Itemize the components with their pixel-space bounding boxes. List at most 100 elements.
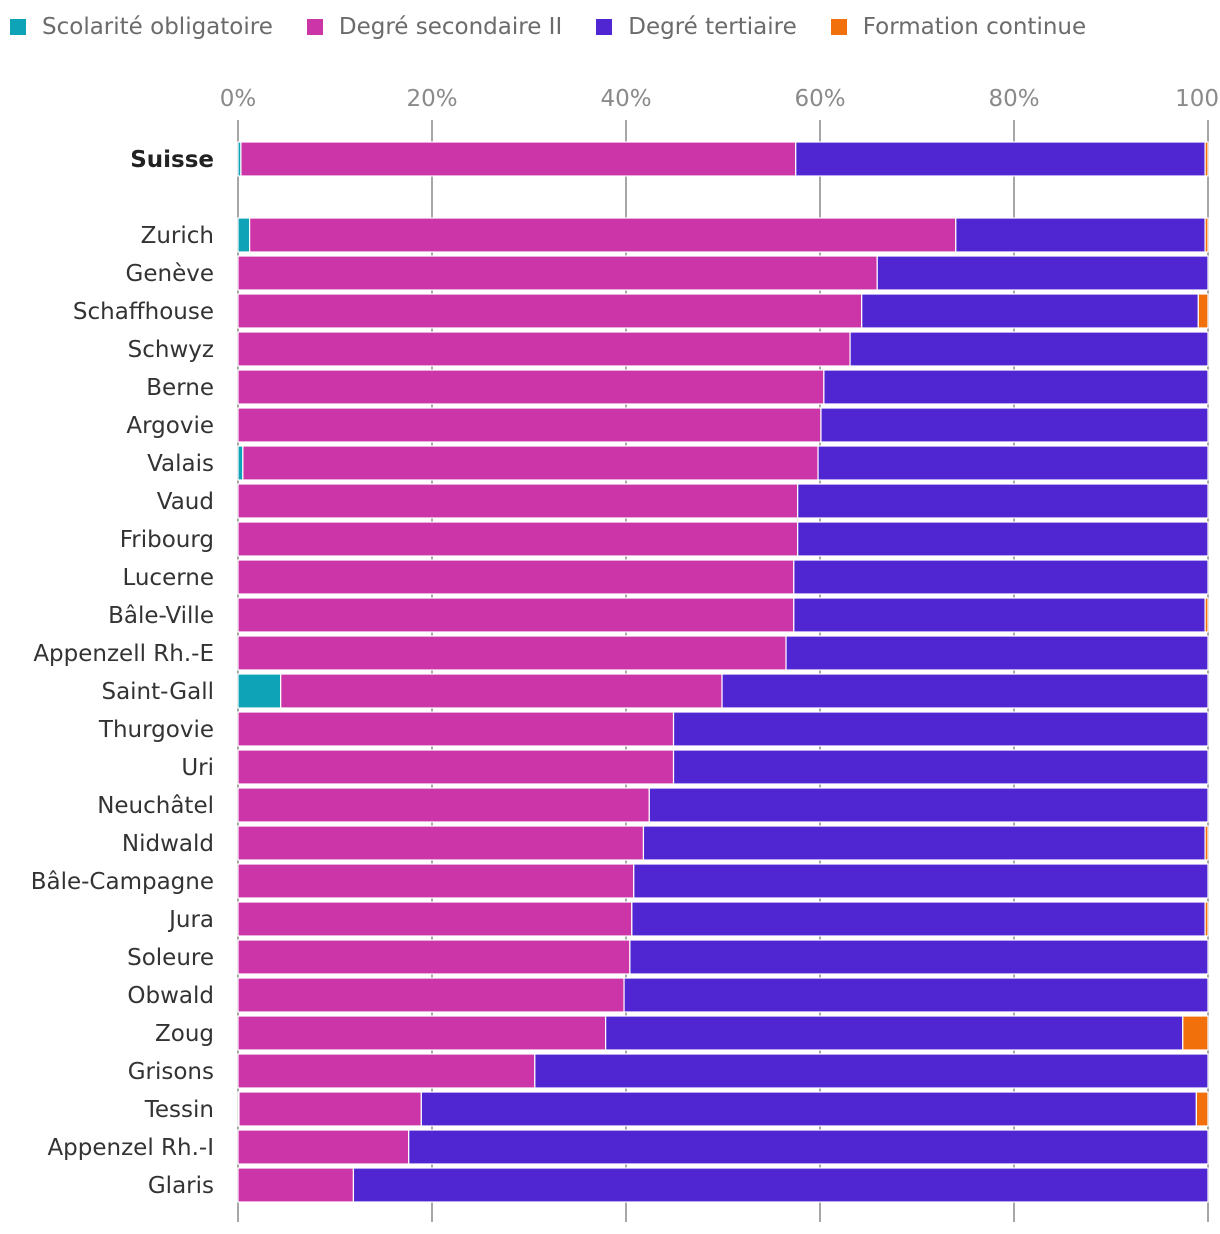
category-label-schaffhouse: Schaffhouse <box>73 299 214 325</box>
bar-segment-geneve-degre-secondaire-ii <box>237 255 878 291</box>
bar-segment-tessin-formation-continue <box>1195 1091 1209 1127</box>
bar-segment-tessin-degre-secondaire-ii <box>238 1091 422 1127</box>
bar-segment-fribourg-degre-tertiaire <box>797 521 1209 557</box>
bar-segment-valais-scolarite-obligatoire <box>237 445 244 481</box>
category-label-neuchatel: Neuchâtel <box>97 793 214 819</box>
category-labels: Suisse Zurich Genève Schaffhouse Schwyz Berne… <box>31 147 214 1199</box>
bar-segment-jura-degre-secondaire-ii <box>237 901 633 937</box>
category-label-fribourg: Fribourg <box>120 527 214 553</box>
bar-segment-berne-degre-tertiaire <box>823 369 1209 405</box>
bar-segment-schwyz-degre-tertiaire <box>849 331 1209 367</box>
bar-segment-valais-degre-secondaire-ii <box>242 445 819 481</box>
bar-segment-lucerne-degre-tertiaire <box>793 559 1209 595</box>
category-label-suisse: Suisse <box>130 147 214 173</box>
category-label-appenzell-rh-e: Appenzell Rh.-E <box>33 641 214 667</box>
legend-item-tertiaire[interactable]: Degré tertiaire <box>596 14 797 40</box>
legend-item-scolarite[interactable]: Scolarité obligatoire <box>10 14 273 40</box>
bar-segment-soleure-degre-tertiaire <box>629 939 1209 975</box>
bar-segment-nidwald-degre-tertiaire <box>642 825 1206 861</box>
bar-segment-argovie-degre-tertiaire <box>820 407 1209 443</box>
x-tick-label-60: 60% <box>794 86 845 112</box>
bar-segment-schaffhouse-degre-secondaire-ii <box>237 293 863 329</box>
bar-segment-bale-ville-formation-continue <box>1204 597 1209 633</box>
bar-segment-neuchatel-degre-tertiaire <box>648 787 1209 823</box>
bar-segment-saint-gall-scolarite-obligatoire <box>237 673 282 709</box>
x-tick-label-20: 20% <box>406 86 457 112</box>
bar-segment-jura-degre-tertiaire <box>631 901 1206 937</box>
bar-segment-appenzell-rh-e-degre-tertiaire <box>785 635 1209 671</box>
bar-segment-zoug-degre-tertiaire <box>605 1015 1184 1051</box>
bar-segment-vaud-degre-tertiaire <box>797 483 1209 519</box>
category-label-grisons: Grisons <box>128 1059 214 1085</box>
bar-segment-bale-campagne-degre-tertiaire <box>633 863 1209 899</box>
legend-label-scolarite: Scolarité obligatoire <box>42 14 273 40</box>
bar-segment-zoug-formation-continue <box>1182 1015 1209 1051</box>
legend-swatch-scolarite <box>10 19 26 35</box>
bar-segment-vaud-degre-secondaire-ii <box>237 483 799 519</box>
category-label-zurich: Zurich <box>141 223 214 249</box>
bar-segment-neuchatel-degre-secondaire-ii <box>237 787 650 823</box>
x-tick-label-0: 0% <box>220 86 257 112</box>
legend-label-formation-continue: Formation continue <box>862 14 1087 40</box>
bar-segment-bale-campagne-degre-secondaire-ii <box>237 863 635 899</box>
legend-item-formation-continue[interactable]: Formation continue <box>830 14 1087 40</box>
bar-segment-jura-formation-continue <box>1204 901 1209 937</box>
bar-segment-obwald-degre-secondaire-ii <box>237 977 625 1013</box>
bar-segment-tessin-degre-tertiaire <box>420 1091 1197 1127</box>
bar-segment-saint-gall-degre-tertiaire <box>721 673 1209 709</box>
bar-segment-appenzel-rh-i-degre-tertiaire <box>408 1129 1209 1165</box>
x-axis-ticks: 0% 20% 40% 60% 80% 100% <box>220 86 1220 112</box>
bar-segment-soleure-degre-secondaire-ii <box>237 939 631 975</box>
bar-segment-schaffhouse-degre-tertiaire <box>861 293 1199 329</box>
bar-segment-zurich-scolarite-obligatoire <box>237 217 251 253</box>
category-label-uri: Uri <box>181 755 214 781</box>
bar-segment-zoug-degre-secondaire-ii <box>237 1015 607 1051</box>
bar-segment-nidwald-degre-secondaire-ii <box>237 825 645 861</box>
bar-segment-appenzell-rh-e-degre-secondaire-ii <box>237 635 787 671</box>
legend-item-secondaire[interactable]: Degré secondaire II <box>306 14 563 40</box>
x-tick-label-100: 100% <box>1175 86 1220 112</box>
bar-segment-uri-degre-secondaire-ii <box>237 749 675 785</box>
category-label-geneve: Genève <box>126 261 214 287</box>
category-label-argovie: Argovie <box>126 413 214 439</box>
category-label-tessin: Tessin <box>144 1097 214 1123</box>
category-label-schwyz: Schwyz <box>128 337 214 363</box>
legend-swatch-formation-continue <box>830 19 847 35</box>
category-label-valais: Valais <box>147 451 214 477</box>
category-label-glaris: Glaris <box>148 1173 214 1199</box>
bar-segment-thurgovie-degre-tertiaire <box>672 711 1209 747</box>
bar-segment-obwald-degre-tertiaire <box>623 977 1209 1013</box>
bar-segment-suisse-degre-secondaire-ii <box>240 141 797 177</box>
bar-segment-grisons-degre-tertiaire <box>534 1053 1209 1089</box>
bar-segment-schwyz-degre-secondaire-ii <box>237 331 851 367</box>
category-label-zoug: Zoug <box>155 1021 214 1047</box>
category-label-thurgovie: Thurgovie <box>98 717 214 743</box>
bar-segment-suisse-degre-tertiaire <box>795 141 1206 177</box>
category-label-nidwald: Nidwald <box>122 831 214 857</box>
bar-segment-appenzel-rh-i-degre-secondaire-ii <box>237 1129 410 1165</box>
x-tick-label-80: 80% <box>988 86 1039 112</box>
category-label-lucerne: Lucerne <box>122 565 214 591</box>
bar-segment-argovie-degre-secondaire-ii <box>237 407 822 443</box>
category-label-berne: Berne <box>146 375 214 401</box>
bar-segment-bale-ville-degre-tertiaire <box>793 597 1206 633</box>
bar-segment-grisons-degre-secondaire-ii <box>237 1053 536 1089</box>
legend-label-tertiaire: Degré tertiaire <box>628 14 797 40</box>
legend-label-secondaire: Degré secondaire II <box>338 14 563 40</box>
bar-segment-glaris-degre-secondaire-ii <box>237 1167 355 1203</box>
bar-segment-thurgovie-degre-secondaire-ii <box>237 711 675 747</box>
legend-swatch-secondaire <box>306 19 323 35</box>
bar-segment-zurich-degre-secondaire-ii <box>249 217 957 253</box>
category-label-vaud: Vaud <box>157 489 214 515</box>
bar-segment-uri-degre-tertiaire <box>672 749 1209 785</box>
bar-segment-zurich-degre-tertiaire <box>955 217 1206 253</box>
category-label-appenzel-rh-i: Appenzel Rh.-I <box>47 1135 214 1161</box>
bar-segment-bale-ville-degre-secondaire-ii <box>237 597 795 633</box>
bar-segment-saint-gall-degre-secondaire-ii <box>280 673 723 709</box>
category-label-bale-campagne: Bâle-Campagne <box>31 869 214 895</box>
bars <box>237 141 1209 1203</box>
bar-segment-geneve-degre-tertiaire <box>876 255 1209 291</box>
legend-swatch-tertiaire <box>596 19 613 35</box>
bar-segment-berne-degre-secondaire-ii <box>237 369 825 405</box>
